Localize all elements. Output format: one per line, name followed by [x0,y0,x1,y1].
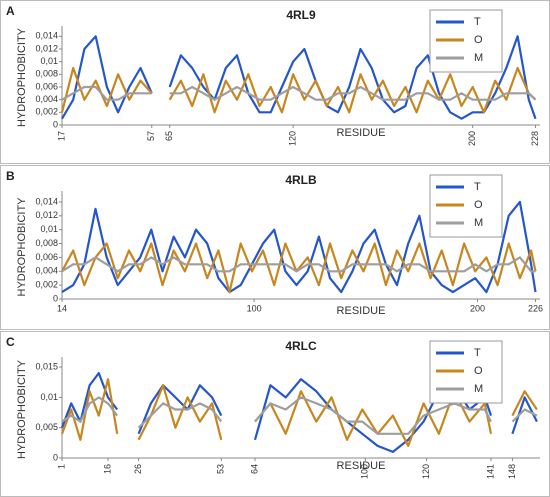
x-tick-label: 14 [57,303,67,313]
y-tick-label: 0,008 [35,69,58,79]
x-tick-label: 200 [470,303,485,313]
series-line [61,256,536,273]
series-line [60,378,538,447]
series-line [60,372,538,453]
chart-title: 4RL9 [286,8,316,22]
chart-title: 4RLC [285,339,317,353]
legend-label: O [474,34,483,46]
y-tick-label: 0 [53,452,58,462]
x-tick-label: 228 [530,131,540,146]
x-tick-label: 57 [146,131,156,141]
panel-label: A [6,4,15,18]
x-tick-label: 120 [288,131,298,146]
y-tick-label: 0,002 [35,280,58,290]
x-tick-label: 226 [528,303,543,313]
x-tick-label: 100 [360,464,370,479]
y-tick-label: 0,012 [35,210,58,220]
y-tick-label: 0,002 [35,107,58,117]
x-axis-label: RESIDUE [337,127,386,139]
y-tick-label: 0,012 [35,43,58,53]
x-axis-label: RESIDUE [337,305,386,317]
x-tick-label: 17 [56,131,66,141]
y-axis-label: HYDROPHOBICITY [16,359,28,459]
chart-title: 4RLB [285,173,317,187]
y-tick-label: 0,014 [35,31,58,41]
legend-label: O [474,199,483,211]
x-tick-label: 65 [164,131,174,141]
y-tick-label: 0 [53,119,58,129]
y-tick-label: 0,006 [35,252,58,262]
y-tick-label: 0,005 [35,422,58,432]
x-tick-label: 53 [216,464,226,474]
legend-label: T [474,347,481,359]
y-tick-label: 0,008 [35,238,58,248]
y-tick-label: 0,004 [35,266,58,276]
series-line [61,85,537,101]
series-line [61,200,537,294]
x-tick-label: 100 [247,303,262,313]
legend-label: O [474,365,483,377]
panel-label: C [6,335,15,349]
y-tick-label: 0,004 [35,94,58,104]
legend-label: M [474,217,483,229]
legend-label: M [474,52,483,64]
y-axis-label: HYDROPHOBICITY [16,27,28,127]
series-line [61,35,537,120]
y-tick-label: 0,01 [40,392,58,402]
series-line [61,396,538,435]
x-tick-label: 200 [467,131,477,146]
panel-label: B [6,169,15,183]
x-tick-label: 1 [56,464,66,469]
legend-label: T [474,16,481,28]
x-tick-label: 141 [485,464,495,479]
x-tick-label: 64 [249,464,259,474]
y-axis-label: HYDROPHOBICITY [16,197,28,297]
x-axis-label: RESIDUE [337,460,386,472]
y-tick-label: 0,01 [40,224,58,234]
y-tick-label: 0,015 [35,361,58,371]
legend-label: M [474,383,483,395]
y-tick-label: 0,014 [35,196,58,206]
x-tick-label: 120 [421,464,431,479]
y-tick-label: 0 [53,293,58,303]
y-tick-label: 0,006 [35,81,58,91]
x-tick-label: 26 [133,464,143,474]
y-tick-label: 0,01 [40,56,58,66]
x-tick-label: 16 [102,464,112,474]
x-tick-label: 148 [507,464,517,479]
series-line [61,242,537,294]
legend-label: T [474,181,481,193]
